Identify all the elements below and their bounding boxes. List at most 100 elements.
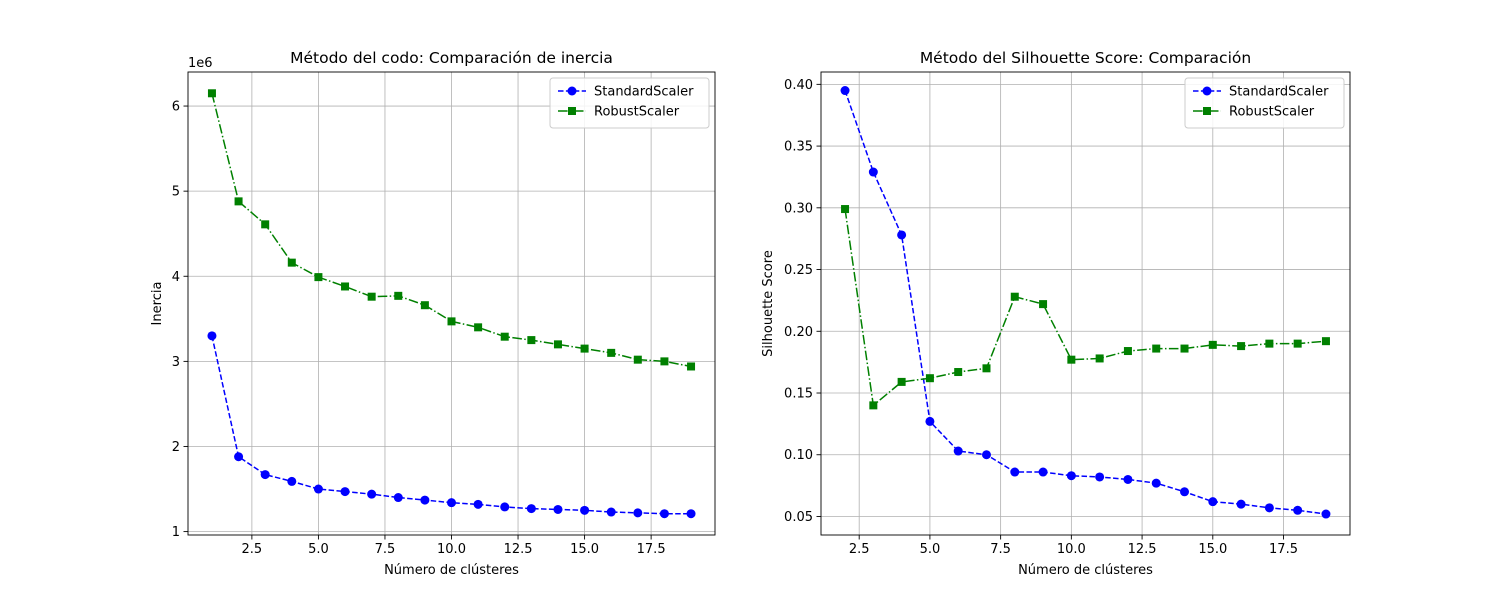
legend-box xyxy=(1184,77,1345,129)
data-point xyxy=(953,446,963,456)
data-point xyxy=(869,401,878,410)
data-point xyxy=(1010,467,1020,477)
data-point xyxy=(841,205,850,214)
data-point xyxy=(287,476,297,486)
data-point xyxy=(606,507,616,517)
y-tick-label: 4 xyxy=(172,270,180,285)
data-point xyxy=(207,89,216,98)
series-1 xyxy=(207,331,696,519)
axes-frame xyxy=(820,71,1351,536)
y-tick-label: 0.15 xyxy=(784,387,813,402)
data-point xyxy=(1321,509,1331,519)
y-tick-label: 0.25 xyxy=(784,263,813,278)
legend-label: StandardScaler xyxy=(594,85,694,100)
data-point xyxy=(553,504,563,514)
data-point xyxy=(1151,478,1161,488)
y-tick-label: 5 xyxy=(172,185,180,200)
legend: StandardScaler RobustScaler xyxy=(549,77,710,129)
data-point xyxy=(659,509,669,519)
data-point xyxy=(1237,342,1246,351)
data-point xyxy=(341,282,350,291)
series-2 xyxy=(207,89,696,371)
data-point xyxy=(473,499,483,509)
y-tick-label: 1 xyxy=(172,525,180,540)
data-point xyxy=(607,348,616,357)
y-tick-label: 0.05 xyxy=(784,510,813,525)
data-point xyxy=(1180,487,1190,497)
data-point xyxy=(897,230,907,240)
data-point xyxy=(1123,474,1133,484)
series-line xyxy=(844,90,1327,515)
data-point xyxy=(553,340,562,349)
data-point xyxy=(1321,337,1330,346)
y-offset-label: 1e6 xyxy=(188,56,213,71)
data-point xyxy=(314,273,323,282)
data-point xyxy=(234,452,244,462)
data-point xyxy=(1236,499,1246,509)
data-point xyxy=(367,489,377,499)
series-1 xyxy=(840,86,1331,519)
data-point xyxy=(1264,503,1274,513)
data-point xyxy=(1038,467,1048,477)
legend-box xyxy=(549,77,710,129)
data-point xyxy=(1208,497,1218,507)
data-point xyxy=(394,291,403,300)
data-point xyxy=(982,364,991,373)
data-point xyxy=(447,498,456,508)
data-point xyxy=(925,416,935,426)
legend-label: StandardScaler xyxy=(1229,85,1329,100)
data-point xyxy=(1293,339,1302,348)
data-point xyxy=(261,220,270,229)
data-point xyxy=(1123,347,1132,356)
chart-panel-2: 2.5 5.0 7.5 10.0 12.5 15.0 17.5 0.05 0.10 0.15 0.2… xyxy=(761,49,1351,578)
y-tick-label: 0.35 xyxy=(784,140,813,155)
legend-marker xyxy=(1202,86,1212,96)
data-point xyxy=(260,470,270,480)
legend-marker xyxy=(1203,107,1211,115)
data-point xyxy=(1095,354,1104,363)
x-tick-label: 15.0 xyxy=(1198,542,1227,557)
data-point xyxy=(1010,292,1019,301)
legend-label: RobustScaler xyxy=(1229,105,1315,120)
chart-title: Método del Silhouette Score: Comparación xyxy=(920,49,1251,67)
x-tick-label: 7.5 xyxy=(990,542,1011,557)
data-point xyxy=(580,505,590,515)
x-tick-label: 7.5 xyxy=(375,542,396,557)
data-point xyxy=(1039,300,1048,309)
data-point xyxy=(234,197,243,206)
data-point xyxy=(1293,505,1303,515)
x-tick-label: 10.0 xyxy=(437,542,466,557)
data-point xyxy=(660,357,669,366)
data-point xyxy=(340,487,350,497)
data-point xyxy=(897,377,906,386)
data-point xyxy=(981,450,991,460)
y-tick-label: 6 xyxy=(172,100,180,115)
data-point xyxy=(527,336,536,345)
data-point xyxy=(500,502,510,512)
y-tick-label: 0.20 xyxy=(784,325,813,340)
x-tick-label: 12.5 xyxy=(504,542,533,557)
legend-marker xyxy=(567,86,577,96)
plot-area xyxy=(821,72,1350,535)
legend-label: RobustScaler xyxy=(594,105,680,120)
x-tick-label: 5.0 xyxy=(308,542,329,557)
data-point xyxy=(687,362,696,371)
data-point xyxy=(1066,471,1076,481)
data-point xyxy=(367,292,376,301)
y-axis-label: Inercia xyxy=(150,282,165,326)
data-point xyxy=(633,355,642,364)
data-point xyxy=(287,258,296,267)
chart-title: Método del codo: Comparación de inercia xyxy=(290,49,613,67)
y-tick-label: 2 xyxy=(172,440,180,455)
data-point xyxy=(925,374,934,383)
data-point xyxy=(420,495,430,505)
y-tick-label: 0.10 xyxy=(784,448,813,463)
series-line xyxy=(844,208,1327,407)
data-point xyxy=(954,368,963,377)
x-tick-label: 5.0 xyxy=(920,542,941,557)
data-point xyxy=(447,317,456,326)
x-tick-label: 2.5 xyxy=(242,542,263,557)
y-axis-label: Silhouette Score xyxy=(761,250,776,357)
x-tick-label: 17.5 xyxy=(637,542,666,557)
